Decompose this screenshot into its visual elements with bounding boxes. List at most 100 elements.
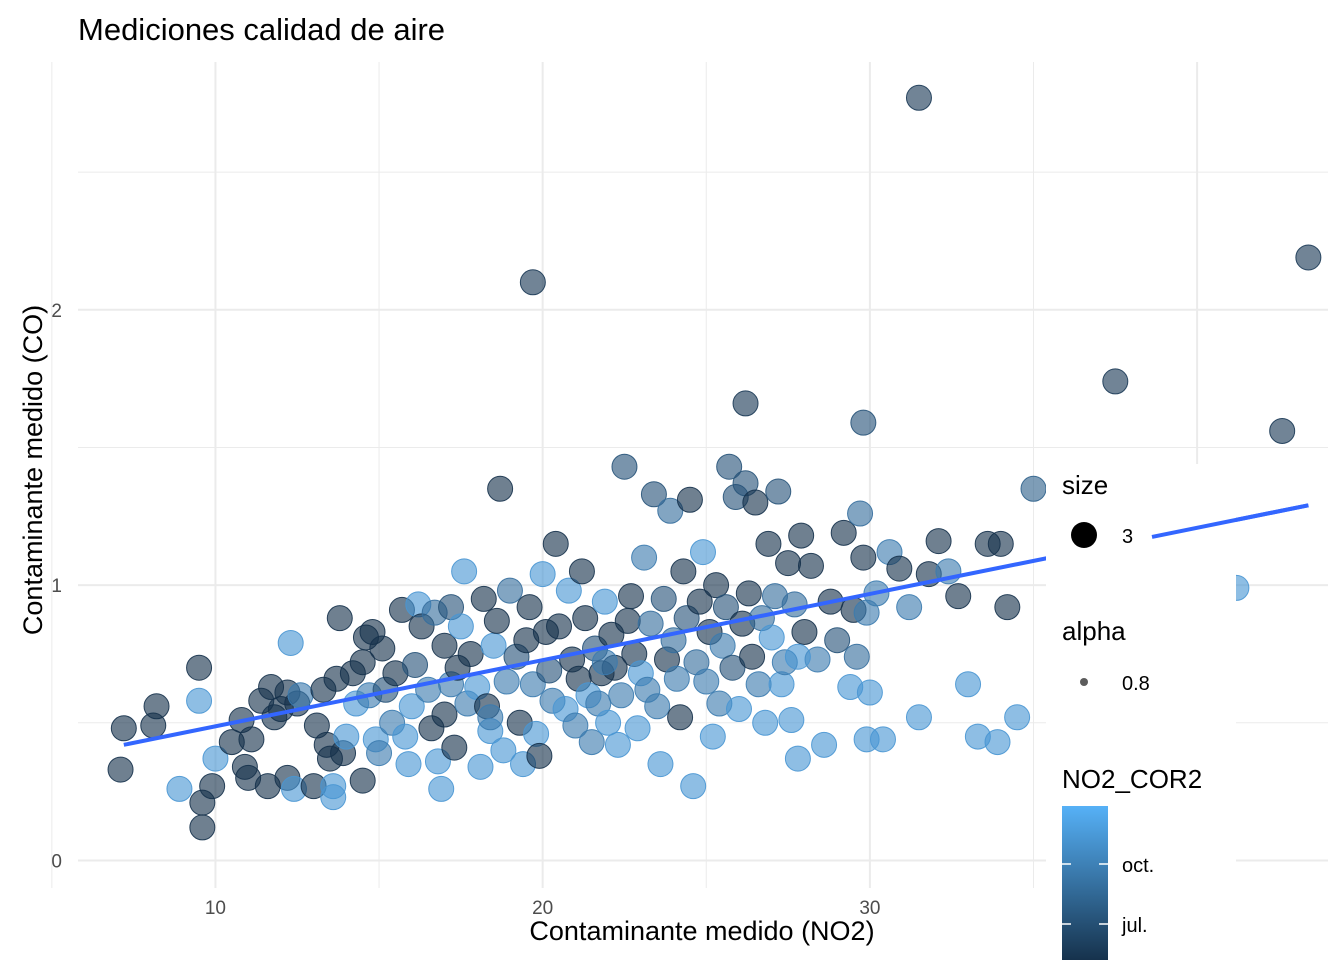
data-point <box>199 773 226 800</box>
data-point <box>457 640 484 667</box>
data-point <box>496 577 523 604</box>
data-point <box>366 740 393 767</box>
data-point <box>755 530 782 557</box>
data-point <box>886 555 913 582</box>
data-point <box>555 577 582 604</box>
data-point <box>830 519 857 546</box>
data-point <box>732 390 759 417</box>
data-point <box>604 731 631 758</box>
data-point <box>542 530 569 557</box>
data-point <box>277 629 304 656</box>
data-point <box>667 704 694 731</box>
data-point <box>431 701 458 728</box>
data-point <box>320 784 347 811</box>
data-point <box>487 475 514 502</box>
data-point <box>470 585 497 612</box>
data-point <box>752 709 779 736</box>
legend-size-label: 3 <box>1122 526 1133 548</box>
data-point <box>516 594 543 621</box>
data-point <box>349 767 376 794</box>
data-point <box>647 751 674 778</box>
data-point <box>493 668 520 695</box>
data-point <box>797 552 824 579</box>
data-point <box>670 558 697 585</box>
data-point <box>392 723 419 750</box>
data-point <box>905 704 932 731</box>
legend-size-title: size <box>1062 470 1108 500</box>
data-point <box>781 591 808 618</box>
data-point <box>490 737 517 764</box>
data-point <box>614 607 641 634</box>
data-point <box>519 269 546 296</box>
data-point <box>186 654 213 681</box>
data-point <box>287 682 314 709</box>
data-point <box>467 753 494 780</box>
data-point <box>719 654 746 681</box>
x-tick-label: 30 <box>859 898 880 919</box>
data-point <box>1295 244 1322 271</box>
data-point <box>676 486 703 513</box>
legend-color-title: NO2_COR2 <box>1062 764 1202 794</box>
data-point <box>699 723 726 750</box>
chart-title: Mediciones calidad de aire <box>78 12 445 47</box>
data-points <box>107 84 1322 841</box>
data-point <box>529 561 556 588</box>
data-point <box>896 594 923 621</box>
data-point <box>778 707 805 734</box>
data-point <box>725 696 752 723</box>
data-point <box>716 453 743 480</box>
data-point <box>640 481 667 508</box>
data-point <box>398 693 425 720</box>
data-point <box>994 594 1021 621</box>
data-point <box>1269 417 1296 444</box>
data-point <box>637 610 664 637</box>
data-point <box>905 84 932 111</box>
data-point <box>984 729 1011 756</box>
data-point <box>428 775 455 802</box>
legend-alpha-label: 0.8 <box>1122 673 1150 695</box>
data-point <box>791 618 818 645</box>
data-point <box>856 679 883 706</box>
data-point <box>735 580 762 607</box>
data-point <box>788 522 815 549</box>
data-point <box>562 712 589 739</box>
data-point <box>110 715 137 742</box>
data-point <box>712 594 739 621</box>
data-point <box>624 715 651 742</box>
data-point <box>925 528 952 555</box>
data-point <box>369 635 396 662</box>
data-point <box>824 627 851 654</box>
data-point <box>680 773 707 800</box>
data-point <box>768 671 795 698</box>
data-point <box>869 726 896 753</box>
legend-alpha-title: alpha <box>1062 616 1126 646</box>
data-point <box>1004 704 1031 731</box>
axis-tick-labels: 10 20 30 0 1 2 <box>51 301 880 919</box>
data-point <box>572 605 599 632</box>
data-point <box>441 734 468 761</box>
data-point <box>591 588 618 615</box>
data-point <box>480 632 507 659</box>
data-point <box>955 671 982 698</box>
data-point <box>745 671 772 698</box>
data-point <box>333 723 360 750</box>
data-point <box>608 682 635 709</box>
data-point <box>693 668 720 695</box>
legend-size-key <box>1071 522 1097 548</box>
data-point <box>107 756 134 783</box>
y-axis-label: Contaminante medido (CO) <box>18 305 48 635</box>
data-point <box>775 550 802 577</box>
data-point <box>451 558 478 585</box>
data-point <box>784 745 811 772</box>
data-point <box>631 544 658 571</box>
grid-lines <box>51 62 1328 888</box>
data-point <box>663 665 690 692</box>
data-point <box>686 588 713 615</box>
data-point <box>850 544 877 571</box>
x-tick-label: 10 <box>205 898 226 919</box>
data-point <box>765 478 792 505</box>
data-point <box>945 583 972 610</box>
data-point <box>650 585 677 612</box>
data-point <box>843 643 870 670</box>
